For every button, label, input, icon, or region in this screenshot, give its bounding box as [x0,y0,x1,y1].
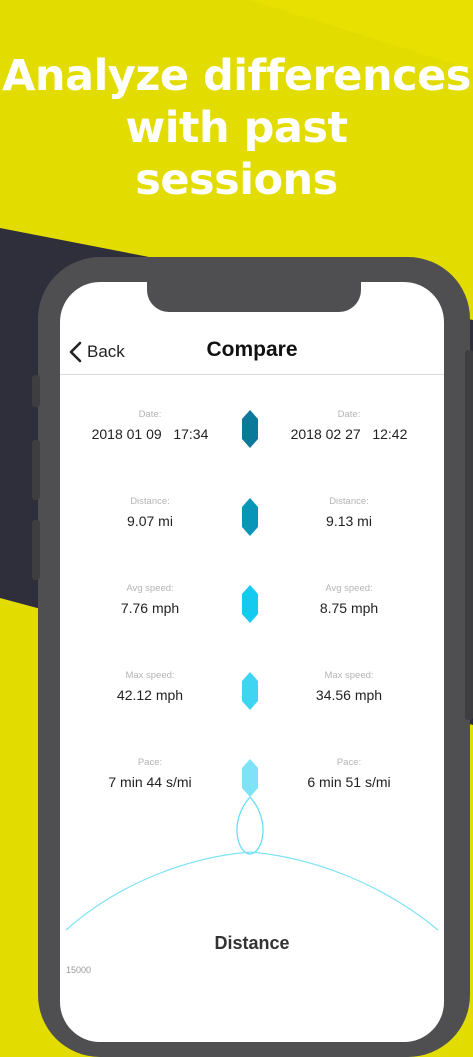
field-label: Avg speed: [325,583,373,594]
timeline-marker [242,672,258,710]
comparison-timeline [65,410,439,931]
left-session-cell: Date: 2018 01 09 17:34 [70,408,230,444]
phone-notch [147,282,361,312]
back-button[interactable]: Back [68,340,125,364]
field-label: Pace: [137,757,163,768]
timeline-marker [242,498,258,536]
headline-line: with past [125,103,348,153]
distance-curve [65,851,439,931]
field-label: Distance: [130,496,170,507]
timeline-marker [242,759,258,797]
navigation-bar: Back Compare [60,322,444,375]
right-pace-value: 6 min 51 s/mi [307,774,391,790]
right-avg-speed-value: 8.75 mph [319,600,379,616]
right-session-cell: Pace: 6 min 51 s/mi [269,756,429,792]
headline-line: sessions [135,155,338,205]
chevron-left-icon [69,341,82,363]
right-session-cell: Avg speed: 8.75 mph [269,582,429,618]
timeline-loop [236,796,264,855]
left-date-value: 2018 01 09 17:34 [91,426,209,442]
left-max-speed-value: 42.12 mph [116,687,184,703]
right-max-speed-value: 34.56 mph [315,687,383,703]
promo-headline: Analyze differences with past sessions [0,50,473,206]
phone-side-button [32,375,40,407]
right-session-cell: Date: 2018 02 27 12:42 [269,408,429,444]
left-pace-value: 7 min 44 s/mi [108,774,192,790]
field-label: Date: [337,409,361,420]
field-label: Date: [138,409,162,420]
chart-title: Distance [214,933,290,953]
back-label: Back [87,342,125,361]
timeline-marker [242,585,258,623]
right-distance-value: 9.13 mi [326,513,372,529]
headline-line: Analyze differences [2,51,471,101]
right-date-value: 2018 02 27 12:42 [290,426,408,442]
left-session-cell: Max speed: 42.12 mph [70,669,230,705]
field-label: Max speed: [125,670,175,681]
page-title: Compare [206,338,298,361]
field-label: Max speed: [324,670,374,681]
chart-tick-label: 15000 [66,965,92,975]
field-label: Distance: [329,496,369,507]
timeline-marker [242,410,258,448]
left-session-cell: Avg speed: 7.76 mph [70,582,230,618]
right-session-cell: Max speed: 34.56 mph [269,669,429,705]
right-session-cell: Distance: 9.13 mi [269,495,429,531]
phone-screen: Back Compare Date: 2018 01 09 17:34 Date… [60,282,444,1042]
left-distance-value: 9.07 mi [127,513,173,529]
left-avg-speed-value: 7.76 mph [120,600,180,616]
phone-side-button [465,350,473,720]
left-session-cell: Pace: 7 min 44 s/mi [70,756,230,792]
left-session-cell: Distance: 9.07 mi [70,495,230,531]
field-label: Avg speed: [126,583,174,594]
phone-side-button [32,520,40,580]
phone-side-button [32,440,40,500]
field-label: Pace: [336,757,362,768]
